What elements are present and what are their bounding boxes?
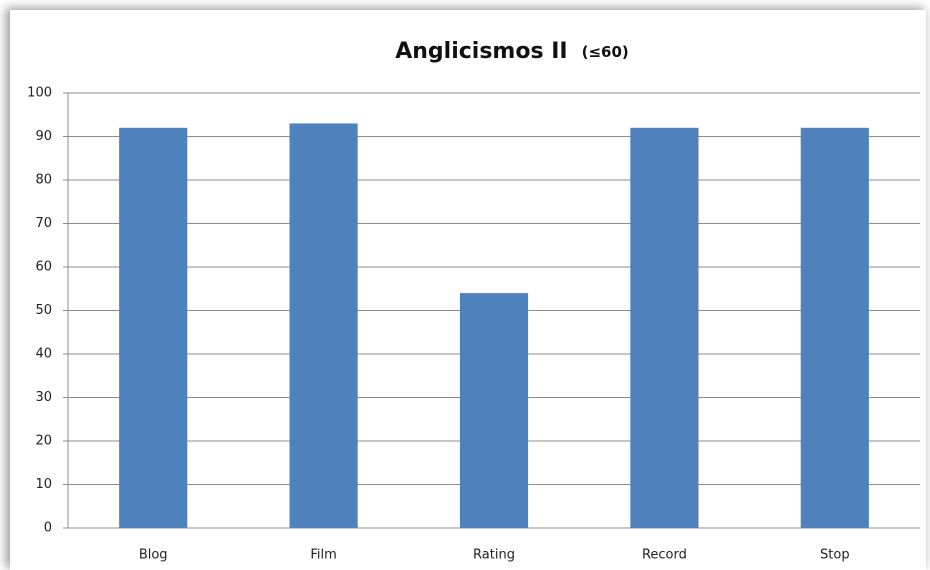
y-tick-label: 70 (35, 216, 52, 231)
y-tick-label: 20 (35, 434, 52, 449)
x-tick-label: Stop (820, 548, 850, 563)
chart-title-group: Anglicismos II (≤60) (395, 39, 629, 64)
y-tick-label: 90 (35, 129, 52, 144)
chart-subtitle: (≤60) (582, 43, 629, 61)
y-tick-label: 60 (35, 260, 52, 275)
y-tick-label: 100 (27, 86, 52, 101)
bar (630, 127, 699, 529)
x-tick-label: Rating (473, 548, 515, 563)
chart-title: Anglicismos II (395, 39, 567, 64)
y-tick-label: 10 (35, 477, 52, 492)
y-tick-label: 40 (35, 347, 52, 362)
y-tick-label: 30 (35, 390, 52, 405)
x-tick-label: Blog (139, 548, 168, 563)
bar (289, 123, 358, 528)
y-tick-label: 80 (35, 173, 52, 188)
bar (800, 127, 869, 529)
y-tick-label: 0 (44, 521, 52, 536)
bar (119, 127, 188, 529)
x-tick-label: Film (310, 548, 336, 563)
x-tick-label: Record (642, 548, 687, 563)
y-tick-label: 50 (35, 303, 52, 318)
bar (459, 293, 529, 528)
